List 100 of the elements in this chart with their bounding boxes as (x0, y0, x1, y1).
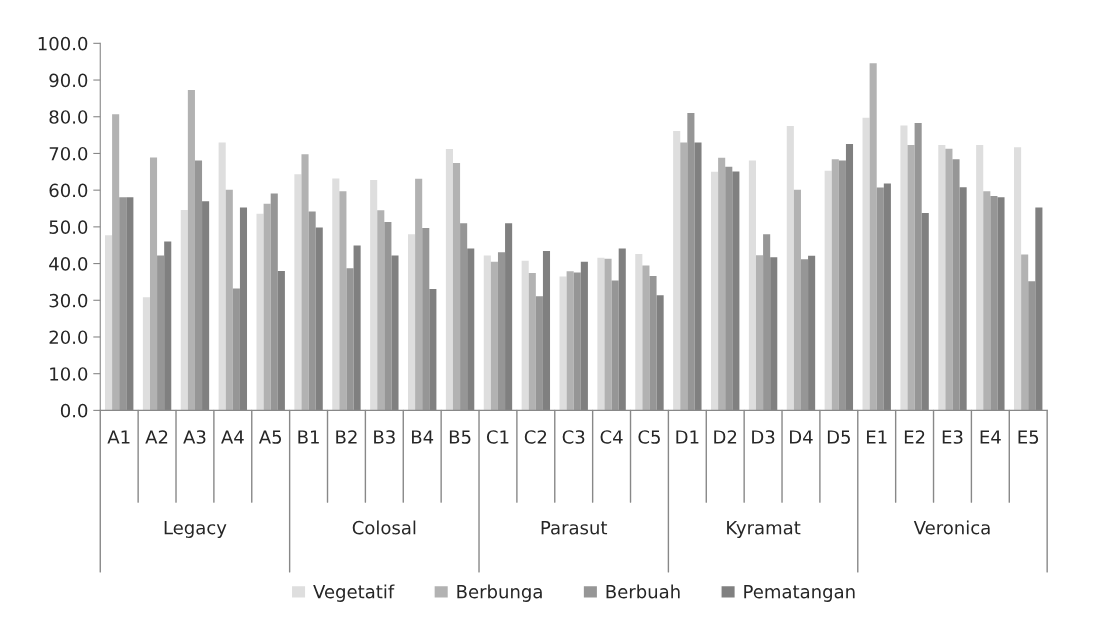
bar (112, 114, 120, 411)
text: Legacy (164, 521, 227, 538)
bar (528, 273, 536, 411)
bar (755, 255, 764, 411)
bar (142, 297, 150, 411)
text: Kyramat (727, 521, 801, 538)
bar (711, 171, 719, 411)
bar (408, 234, 416, 411)
bar (673, 131, 681, 411)
y-tick-label: 20.0 (49, 330, 88, 345)
bar (763, 234, 771, 411)
x-tick-label: A5 (258, 430, 282, 444)
text: Parasut (541, 521, 608, 535)
bar (680, 142, 688, 411)
bar (1014, 147, 1022, 411)
bar (187, 89, 195, 411)
x-tick-label: D5 (827, 430, 850, 444)
x-tick-label: D3 (752, 430, 775, 444)
y-tick-label: 90.0 (49, 73, 88, 88)
bar (225, 189, 233, 411)
bar (907, 145, 915, 411)
x-tick-label: A3 (183, 430, 206, 444)
bar (270, 193, 278, 411)
bar (218, 142, 226, 411)
bar (370, 179, 378, 411)
x-tick-label: E3 (942, 430, 963, 444)
bar (687, 113, 695, 411)
y-tick-label: 60.0 (49, 183, 88, 198)
bar (490, 261, 498, 411)
bar (294, 174, 302, 411)
bar (952, 159, 960, 411)
bar (559, 276, 567, 411)
x-tick-label: D4 (790, 430, 813, 444)
bar (642, 265, 650, 411)
bar (445, 149, 453, 411)
bar (149, 157, 158, 411)
bar (301, 154, 309, 411)
bar (483, 255, 491, 411)
bar (862, 117, 870, 411)
x-tick-label: C4 (600, 430, 623, 444)
x-tick-label: E5 (1018, 430, 1039, 444)
bar (748, 160, 756, 411)
bar (521, 260, 529, 411)
bar (566, 271, 574, 411)
bar (831, 159, 839, 411)
text: Veronica (913, 520, 990, 535)
y-tick-label: 70.0 (49, 146, 88, 161)
bar (384, 222, 392, 411)
bar (452, 162, 461, 411)
x-tick-label: B5 (449, 430, 471, 444)
bar (180, 209, 188, 411)
bar (232, 288, 240, 411)
x-tick-label: B3 (374, 430, 395, 444)
y-tick-label: 100.0 (38, 36, 88, 51)
x-tick-label: B4 (412, 430, 434, 444)
bar (793, 189, 801, 411)
bar (1021, 254, 1029, 411)
bar (611, 280, 619, 411)
bar (800, 259, 809, 411)
bar (976, 145, 984, 411)
bar (535, 296, 543, 411)
bar (983, 191, 991, 411)
y-tick-label: 50.0 (49, 220, 88, 234)
bar (415, 178, 423, 411)
bar (990, 196, 998, 411)
bar (1028, 281, 1036, 411)
legend-label: Vegetatif (313, 584, 395, 602)
bar (256, 213, 264, 411)
bar (824, 170, 832, 411)
x-tick-label: A2 (145, 430, 168, 444)
x-tick-label: C5 (638, 430, 660, 444)
bar (332, 178, 340, 411)
y-tick-label: 30.0 (49, 293, 88, 308)
bar (194, 160, 203, 411)
x-tick-label: D2 (714, 430, 737, 444)
bar (422, 227, 430, 411)
bar (308, 211, 316, 411)
bar (945, 148, 953, 411)
legend-label: Berbunga (457, 584, 542, 602)
x-tick-label: C3 (562, 430, 585, 444)
bar (838, 160, 846, 411)
bar (876, 187, 884, 411)
bar (377, 210, 385, 411)
bar (900, 125, 908, 411)
bar (604, 258, 612, 411)
x-tick-label: E1 (867, 430, 887, 444)
x-tick-label: C1 (486, 430, 509, 444)
bar (597, 257, 605, 411)
y-tick-label: 0.0 (60, 403, 88, 418)
y-tick-label: 10.0 (50, 367, 88, 381)
bar (497, 252, 506, 411)
bar (119, 197, 127, 411)
bar (786, 125, 794, 411)
bar (649, 276, 657, 411)
x-tick-label: E2 (904, 430, 925, 444)
legend-label: Pematangan (744, 585, 855, 602)
bar (339, 191, 347, 411)
legend-label: Berbuah (606, 584, 680, 599)
x-tick-label: A4 (221, 430, 244, 444)
bar (938, 145, 946, 411)
